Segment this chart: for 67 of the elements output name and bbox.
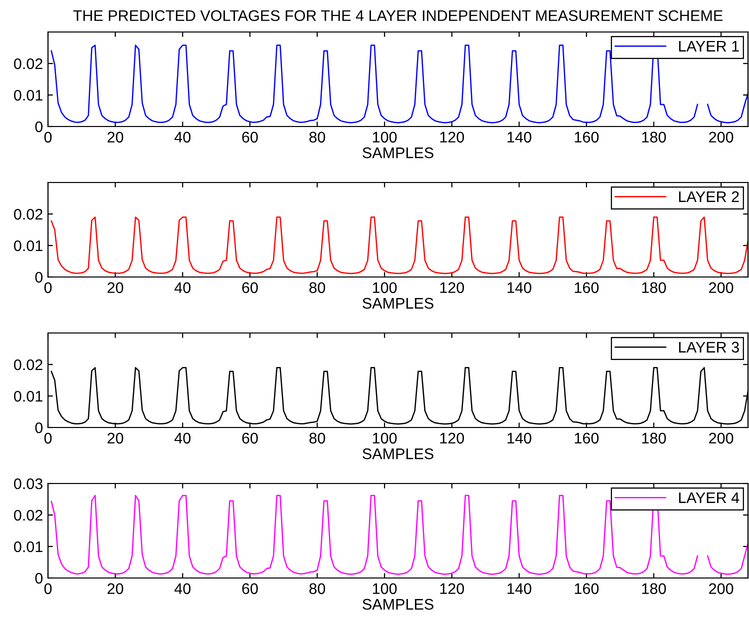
x-tick-label: 0 [44,282,52,294]
x-tick-label: 80 [309,282,326,294]
x-tick-label: 60 [242,132,258,143]
y-tick-label: 0.03 [14,478,42,490]
x-tick-label: 140 [508,132,532,143]
x-tick-label: 200 [709,432,734,444]
x-tick-label: 140 [508,583,532,594]
x-tick-label: 160 [574,583,599,594]
x-tick-label: 60 [242,583,258,594]
x-axis-title: SAMPLES [362,147,434,158]
x-tick-label: 180 [642,282,666,294]
x-tick-label: 40 [174,132,191,143]
x-axis-title: SAMPLES [362,598,434,610]
y-tick-label: 0.01 [14,90,42,101]
x-tick-label: 200 [709,583,734,594]
x-tick-label: 160 [574,282,599,294]
x-tick-label: 100 [372,282,397,294]
x-tick-label: 180 [642,583,666,594]
x-tick-label: 120 [440,432,464,444]
y-tick-label: 0.02 [14,58,42,70]
legend-label: LAYER 3 [679,342,739,353]
x-tick-label: 140 [508,432,532,444]
x-tick-label: 200 [709,282,734,294]
x-tick-label: 160 [574,132,599,143]
x-tick-label: 200 [709,132,734,143]
x-tick-label: 180 [642,132,666,143]
y-tick-label: 0 [35,572,43,584]
x-tick-label: 60 [242,432,258,444]
y-tick-label: 0.01 [14,541,42,552]
x-tick-label: 120 [440,132,464,143]
x-axis-title: SAMPLES [362,448,434,460]
x-tick-label: 120 [440,583,464,594]
x-tick-label: 20 [108,132,124,143]
x-tick-label: 0 [44,583,52,594]
x-axis-title: SAMPLES [362,298,434,309]
x-tick-label: 100 [372,583,397,594]
x-tick-label: 0 [44,132,52,143]
y-tick-label: 0.02 [14,359,42,370]
x-tick-label: 160 [574,432,599,444]
legend-label: LAYER 1 [679,40,739,52]
y-tick-label: 0 [35,121,43,132]
x-tick-label: 140 [508,282,532,294]
line-series [50,216,748,274]
x-tick-label: 80 [309,583,326,594]
legend-label: LAYER 2 [679,191,739,202]
x-tick-label: 120 [440,282,464,294]
legend-label: LAYER 4 [679,492,740,503]
y-tick-label: 0 [35,272,43,283]
x-tick-label: 100 [372,132,397,143]
y-tick-label: 0.01 [14,390,42,402]
y-tick-label: 0 [35,422,43,434]
x-tick-label: 20 [108,282,124,294]
x-tick-label: 40 [174,282,191,294]
x-tick-label: 40 [174,583,191,594]
y-tick-label: 0.02 [14,208,42,220]
x-tick-label: 100 [372,432,397,444]
x-tick-label: 0 [44,432,52,444]
x-tick-label: 80 [309,132,326,143]
chart-title: THE PREDICTED VOLTAGES FOR THE 4 LAYER INDEPENDENT MEASUREMENT SCHEME [73,10,722,22]
x-tick-label: 20 [108,432,124,444]
y-tick-label: 0.02 [14,510,42,521]
x-tick-label: 20 [108,583,124,594]
x-tick-label: 60 [242,282,258,294]
y-tick-label: 0.01 [14,240,42,252]
x-tick-label: 180 [642,432,666,444]
x-tick-label: 80 [309,432,326,444]
x-tick-label: 40 [174,432,191,444]
